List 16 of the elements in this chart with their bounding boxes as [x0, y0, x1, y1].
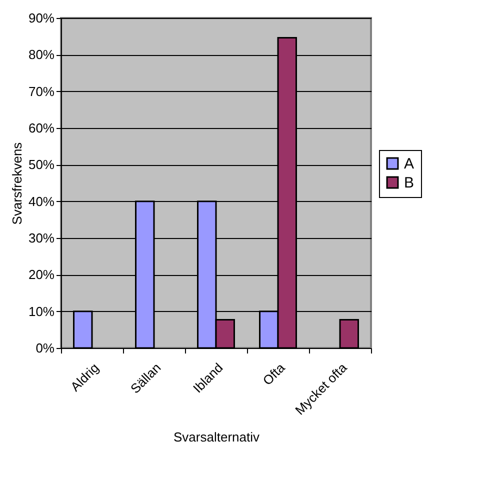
legend-label: A: [404, 156, 414, 172]
y-tick-label: 20%: [28, 267, 55, 282]
y-tick-label: 0%: [36, 340, 55, 356]
x-tick-label: Ofta: [260, 360, 288, 388]
x-axis-title: Svarsalternativ: [174, 430, 260, 445]
legend-label: B: [404, 174, 414, 192]
y-tick-label: 80%: [28, 47, 55, 62]
y-tick-label: 30%: [28, 230, 55, 246]
y-tick-label: 60%: [28, 120, 55, 136]
y-tick-label: 10%: [28, 304, 55, 319]
bar: [339, 319, 359, 349]
y-tick-label: 40%: [28, 194, 55, 209]
y-axis-title: Svarsfrekvens: [9, 142, 24, 225]
y-tick-label: 50%: [28, 157, 55, 172]
y-tick-label: 70%: [28, 84, 55, 99]
y-tick-label: 90%: [28, 10, 55, 26]
